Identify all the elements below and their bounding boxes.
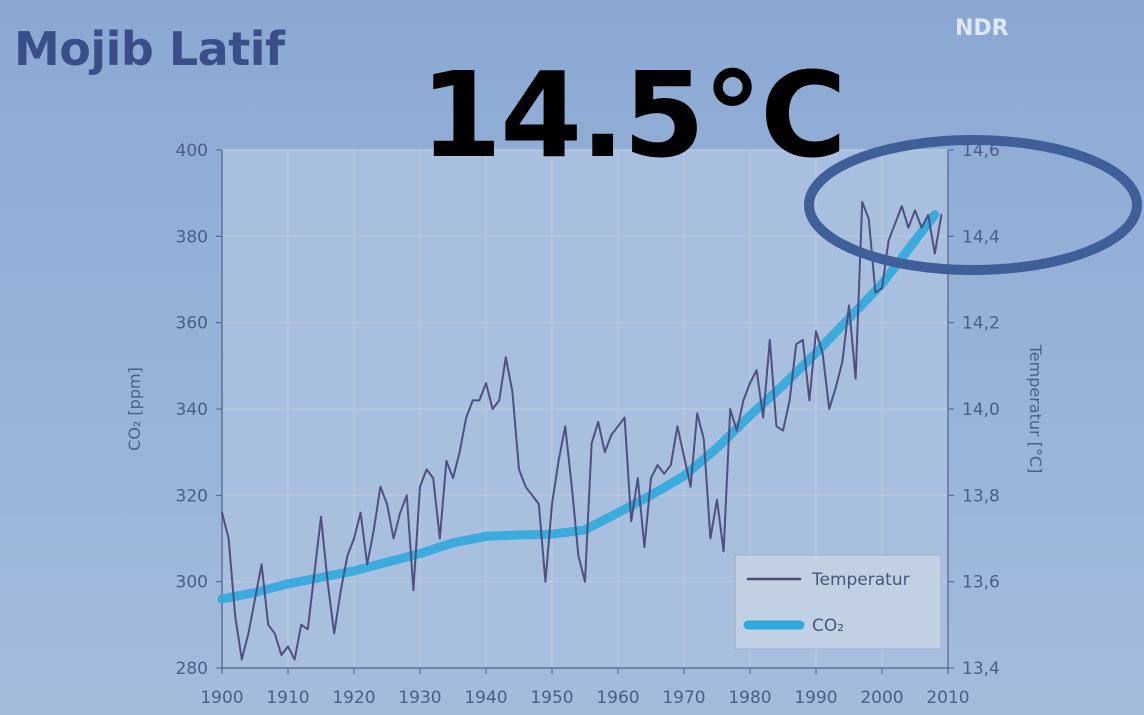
series-layer — [217, 200, 943, 661]
y-right-tick-label: 13,8 — [962, 486, 1000, 506]
y-right-tick-label: 13,4 — [962, 659, 1000, 679]
y-left-axis-label: CO₂ [ppm] — [125, 367, 144, 451]
y-left-tick-label: 400 — [176, 141, 208, 161]
y-right-tick-label: 14,2 — [962, 314, 1000, 334]
legend-label-temperature: Temperatur — [811, 570, 910, 590]
channel-logo: NDR — [955, 16, 1009, 41]
x-tick-label: 1970 — [662, 688, 705, 708]
x-tick-label: 2000 — [860, 688, 903, 708]
highlight-temperature: 14.5°C — [420, 46, 847, 184]
y-right-axis-label: Temperatur [°C] — [1026, 344, 1045, 474]
x-tick-label: 1910 — [266, 688, 309, 708]
temperature-series-line — [221, 200, 943, 661]
y-left-tick-label: 280 — [176, 659, 208, 679]
x-tick-label: 1920 — [332, 688, 375, 708]
y-left-tick-label: 320 — [176, 486, 208, 506]
axes: 1900 1910 1920 1930 1940 1950 1960 1970 1980 1990… — [125, 141, 1045, 708]
highlight-ellipse — [804, 135, 1142, 275]
x-tick-label: 1930 — [398, 688, 441, 708]
x-tick-label: 1950 — [530, 688, 573, 708]
legend: Temperatur CO₂ — [734, 554, 942, 650]
x-tick-label: 1900 — [200, 688, 243, 708]
y-right-tick-label: 13,6 — [962, 573, 1000, 593]
x-tick-label: 1990 — [794, 688, 837, 708]
x-tick-label: 1960 — [596, 688, 639, 708]
y-left-tick-label: 360 — [176, 314, 208, 334]
presenter-name: Mojib Latif — [14, 22, 285, 76]
y-left-tick-label: 340 — [176, 400, 208, 420]
y-right-tick-label: 14,0 — [962, 400, 1000, 420]
co2-series-line — [217, 210, 940, 604]
y-left-tick-label: 380 — [176, 227, 208, 247]
legend-label-co2: CO₂ — [812, 616, 844, 636]
legend-box — [734, 554, 942, 650]
x-tick-label: 1940 — [464, 688, 507, 708]
y-right-tick-label: 14,4 — [962, 227, 1000, 247]
x-tick-label: 2010 — [926, 688, 969, 708]
x-tick-label: 1980 — [728, 688, 771, 708]
y-right-tick-label: 14,6 — [962, 141, 1000, 161]
y-left-tick-label: 300 — [176, 573, 208, 593]
